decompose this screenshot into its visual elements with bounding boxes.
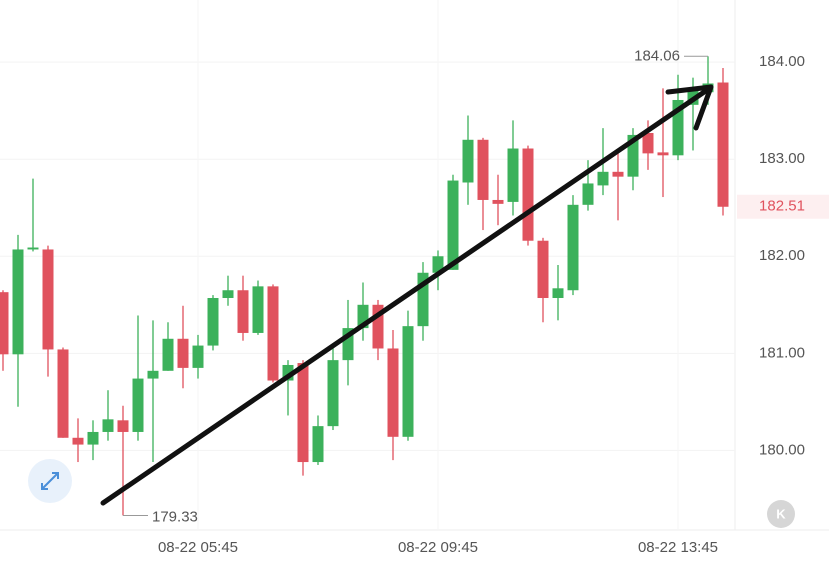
- candle-body: [492, 199, 504, 204]
- candle-body: [552, 288, 564, 299]
- collapse-button-label[interactable]: K: [776, 506, 786, 521]
- candle-body: [357, 304, 369, 329]
- y-tick-label: 183.00: [759, 150, 805, 167]
- candle-body: [507, 148, 519, 202]
- candle-body: [147, 370, 159, 379]
- candle-body: [582, 183, 594, 205]
- candle-body: [132, 378, 144, 432]
- candle-body: [387, 348, 399, 437]
- trend-arrow: [100, 84, 714, 506]
- candle-body: [312, 426, 324, 463]
- candle-body: [597, 171, 609, 186]
- candle-body: [207, 298, 219, 346]
- candle-body: [267, 286, 279, 381]
- candle-body: [0, 292, 9, 355]
- candle-body: [567, 204, 579, 291]
- candle-body: [42, 249, 54, 350]
- candle-body: [222, 290, 234, 299]
- candle-body: [237, 290, 249, 333]
- candle-body: [522, 148, 534, 241]
- candle-body: [372, 304, 384, 349]
- candle-body: [12, 249, 24, 355]
- candle-body: [642, 132, 654, 154]
- candle-body: [447, 180, 459, 270]
- arrow-line: [100, 85, 713, 506]
- candle-body: [87, 431, 99, 445]
- candle-body: [462, 139, 474, 183]
- candle-body: [627, 134, 639, 177]
- candle-body: [102, 419, 114, 432]
- low-marker-label: 179.33: [152, 508, 198, 525]
- candle-body: [717, 82, 729, 207]
- candle-body: [612, 171, 624, 177]
- candle-body: [282, 364, 294, 381]
- y-tick-label: 184.00: [759, 53, 805, 70]
- x-tick-label: 08-22 05:45: [158, 539, 238, 556]
- candle-body: [657, 152, 669, 156]
- candle-body: [72, 437, 84, 445]
- candle-body: [417, 272, 429, 327]
- candle-body: [327, 360, 339, 427]
- candle-body: [432, 256, 444, 273]
- candle-body: [192, 345, 204, 368]
- expand-icon[interactable]: [41, 472, 59, 490]
- y-tick-label: 182.00: [759, 247, 805, 264]
- candle-body: [477, 139, 489, 200]
- last-price-label: 182.51: [759, 198, 805, 215]
- last-price-tag: [737, 194, 829, 219]
- x-tick-label: 08-22 09:45: [398, 539, 478, 556]
- candle-body: [402, 326, 414, 437]
- candle-body: [177, 338, 189, 368]
- expand-button[interactable]: [28, 459, 72, 503]
- y-tick-label: 181.00: [759, 344, 805, 361]
- candle-body: [117, 420, 129, 432]
- candle-body: [252, 286, 264, 333]
- candle-body: [297, 363, 309, 463]
- candle-body: [342, 328, 354, 361]
- collapse-button-bg[interactable]: [767, 500, 795, 528]
- candle-body: [162, 338, 174, 371]
- candle-body: [27, 247, 39, 250]
- x-tick-label: 08-22 13:45: [638, 539, 718, 556]
- candle-body: [57, 349, 69, 438]
- arrow-head: [665, 84, 714, 131]
- high-marker-label: 184.06: [634, 47, 680, 64]
- candle-body: [672, 99, 684, 156]
- y-tick-label: 180.00: [759, 441, 805, 458]
- collapse-button[interactable]: K: [767, 500, 795, 528]
- candle-body: [537, 240, 549, 299]
